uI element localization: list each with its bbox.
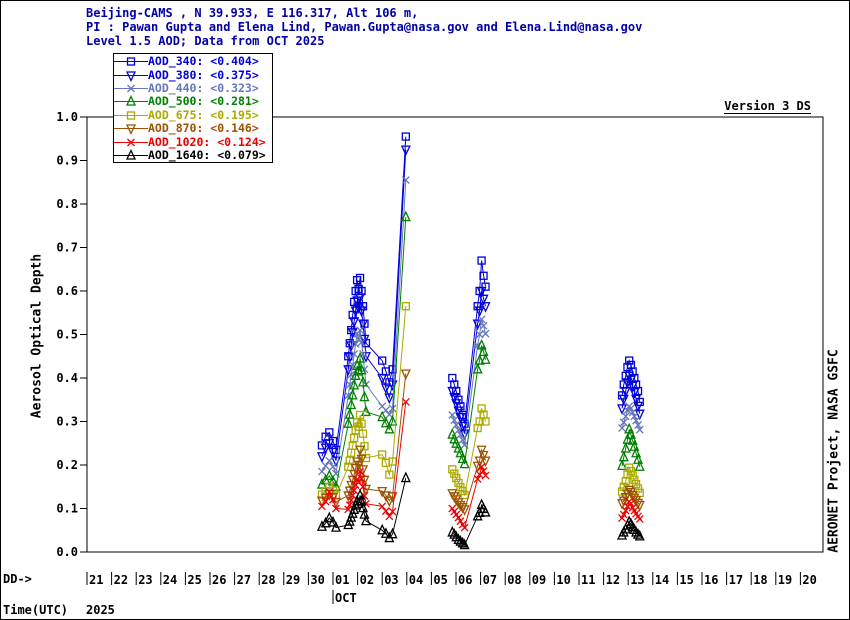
triangle-down-marker-icon bbox=[114, 70, 148, 82]
x-tick-label: 28 bbox=[261, 573, 275, 587]
x-tick-label: 13 bbox=[630, 573, 644, 587]
y-tick-label: 0.9 bbox=[56, 154, 78, 168]
x-marker-icon bbox=[114, 84, 148, 93]
x-tick-label: 27 bbox=[237, 573, 251, 587]
y-tick-label: 0.4 bbox=[56, 371, 78, 385]
legend-label: AOD_870: <0.146> bbox=[148, 121, 259, 136]
legend-item-AOD_340: AOD_340: <0.404> bbox=[114, 55, 272, 68]
dd-axis-label: DD-> bbox=[3, 572, 32, 586]
y-tick-label: 0.2 bbox=[56, 458, 78, 472]
x-tick-label: 05 bbox=[433, 573, 447, 587]
legend-label: AOD_340: <0.404> bbox=[148, 54, 259, 69]
x-tick-label: 18 bbox=[753, 573, 767, 587]
x-tick-label: 21 bbox=[89, 573, 103, 587]
triangle-up-marker-icon bbox=[114, 95, 148, 107]
x-tick-label: 25 bbox=[187, 573, 201, 587]
x-tick-label: 29 bbox=[286, 573, 300, 587]
y-tick-label: 0.0 bbox=[56, 545, 78, 559]
pi-info: PI : Pawan Gupta and Elena Lind, Pawan.G… bbox=[86, 20, 643, 34]
series-AOD_500 bbox=[316, 210, 645, 491]
legend-item-AOD_380: AOD_380: <0.375> bbox=[114, 67, 272, 82]
x-tick-label: 15 bbox=[679, 573, 693, 587]
year-label: 2025 bbox=[86, 603, 115, 617]
legend-label: AOD_440: <0.323> bbox=[148, 80, 259, 95]
x-tick-label: 09 bbox=[532, 573, 546, 587]
y-tick-label: 0.3 bbox=[56, 415, 78, 429]
y-tick-label: 0.6 bbox=[56, 284, 78, 298]
series-AOD_1640 bbox=[316, 471, 645, 550]
version-label: Version 3 DS bbox=[724, 99, 811, 114]
legend-label: AOD_380: <0.375> bbox=[148, 67, 259, 82]
site-title: Beijing-CAMS , N 39.933, E 116.317, Alt … bbox=[86, 6, 419, 20]
x-tick-label: 19 bbox=[778, 573, 792, 587]
series-AOD_1020 bbox=[317, 397, 644, 532]
data-level-info: Level 1.5 AOD; Data from OCT 2025 bbox=[86, 34, 325, 48]
month-label: OCT bbox=[335, 591, 357, 605]
x-tick-label: 17 bbox=[729, 573, 743, 587]
square-marker-icon bbox=[114, 111, 148, 120]
legend-item-AOD_870: AOD_870: <0.146> bbox=[114, 121, 272, 136]
x-tick-label: 22 bbox=[114, 573, 128, 587]
x-tick-label: 08 bbox=[507, 573, 521, 587]
x-tick-label: 06 bbox=[458, 573, 472, 587]
y-tick-label: 1.0 bbox=[56, 110, 78, 124]
x-tick-label: 12 bbox=[606, 573, 620, 587]
triangle-down-marker-icon bbox=[114, 124, 148, 136]
x-tick-label: 16 bbox=[704, 573, 718, 587]
x-tick-label: 20 bbox=[802, 573, 816, 587]
x-tick-label: 01 bbox=[335, 573, 349, 587]
x-tick-label: 04 bbox=[409, 573, 423, 587]
series-AOD_440 bbox=[317, 176, 644, 478]
x-tick-label: 03 bbox=[384, 573, 398, 587]
series-AOD_380 bbox=[316, 145, 645, 468]
x-tick-label: 30 bbox=[310, 573, 324, 587]
y-tick-label: 0.5 bbox=[56, 328, 78, 342]
legend-item-AOD_675: AOD_675: <0.195> bbox=[114, 107, 272, 122]
legend-label: AOD_1020: <0.124> bbox=[148, 134, 266, 149]
series-AOD_870 bbox=[316, 369, 645, 516]
legend-label: AOD_500: <0.281> bbox=[148, 94, 259, 109]
y-tick-label: 0.7 bbox=[56, 241, 78, 255]
x-tick-label: 24 bbox=[163, 573, 177, 587]
x-marker-icon bbox=[114, 138, 148, 146]
legend-item-AOD_500: AOD_500: <0.281> bbox=[114, 95, 272, 108]
chart-legend: AOD_340: <0.404> AOD_380: <0.375> AOD_440:… bbox=[113, 53, 273, 163]
x-tick-label: 14 bbox=[655, 573, 669, 587]
legend-label: AOD_675: <0.195> bbox=[148, 107, 259, 122]
legend-item-AOD_440: AOD_440: <0.323> bbox=[114, 80, 272, 95]
x-tick-label: 07 bbox=[483, 573, 497, 587]
time-utc-label: Time(UTC) bbox=[3, 603, 69, 617]
legend-label: AOD_1640: <0.079> bbox=[148, 147, 266, 162]
square-marker-icon bbox=[114, 57, 148, 66]
x-tick-label: 10 bbox=[556, 573, 570, 587]
y-tick-label: 0.8 bbox=[56, 197, 78, 211]
x-tick-label: 26 bbox=[212, 573, 226, 587]
x-tick-label: 11 bbox=[581, 573, 595, 587]
legend-item-AOD_1640: AOD_1640: <0.079> bbox=[114, 147, 272, 162]
legend-item-AOD_1020: AOD_1020: <0.124> bbox=[114, 135, 272, 148]
x-tick-label: 02 bbox=[360, 573, 374, 587]
triangle-up-marker-icon bbox=[114, 148, 148, 160]
y-tick-label: 0.1 bbox=[56, 502, 78, 516]
x-tick-label: 23 bbox=[138, 573, 152, 587]
